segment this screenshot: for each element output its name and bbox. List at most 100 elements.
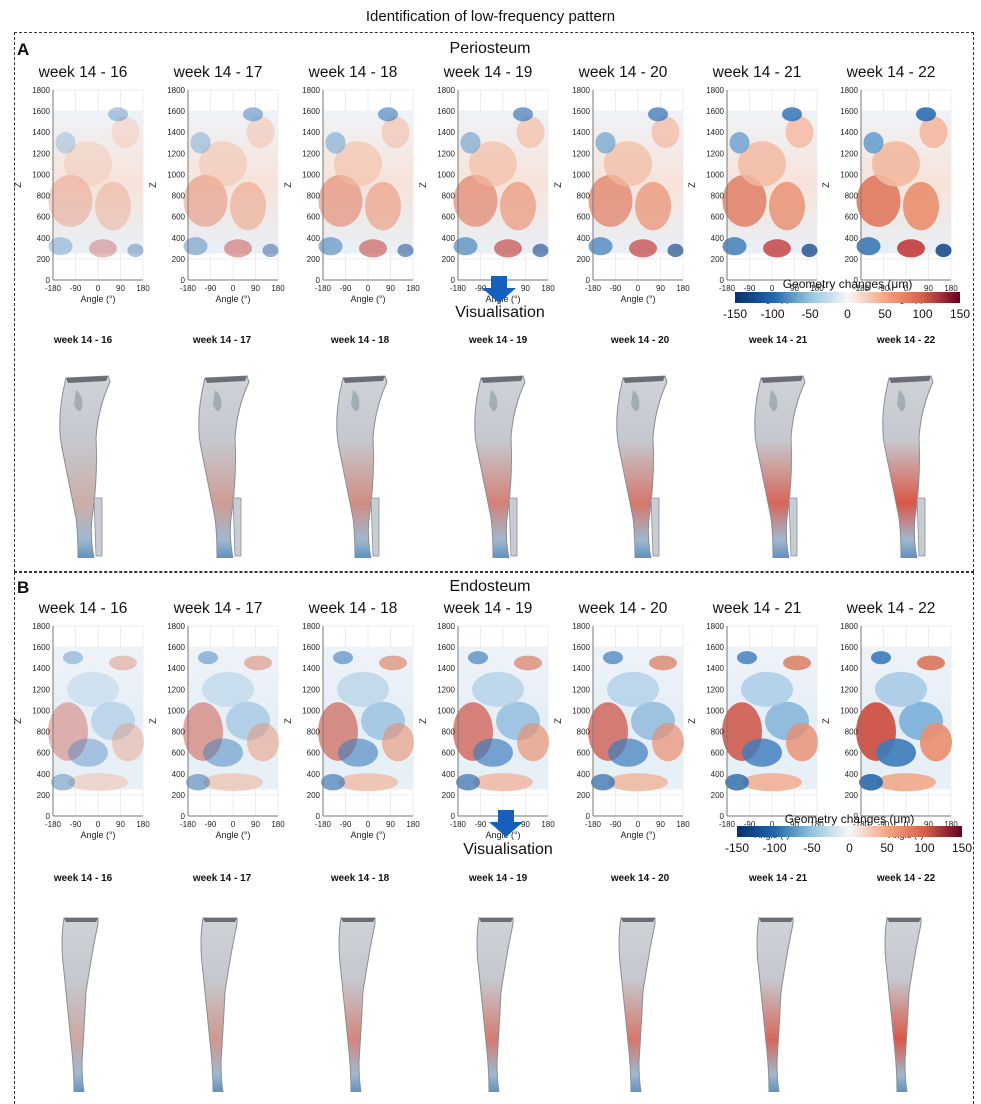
x-tick-label: 0 [636,820,641,829]
heatmap-panel: week 14 - 22 -180 -90 0 90 180 0 200 400 600 800 10… [821,600,961,850]
y-tick-label: 1600 [32,643,50,652]
bone-label: week 14 - 17 [192,873,252,884]
heatmap-blob [318,237,343,256]
x-tick-label: -90 [475,820,487,829]
y-tick-label: 0 [46,276,51,285]
heatmap-blob [473,738,513,767]
heatmap-panel: week 14 - 17 -180 -90 0 90 180 0 200 400 600 800 10… [148,64,288,314]
x-tick-label: 90 [924,820,933,829]
heatmap-blob [378,107,398,122]
heatmap-blob [588,237,613,256]
heatmap-panel: week 14 - 22 -180 -90 0 90 180 0 200 400 600 800 10… [821,64,961,314]
visualisation-label-a: Visualisation [455,304,545,321]
y-tick-label: 200 [442,255,456,264]
y-tick-label: 1200 [302,149,320,158]
y-tick-label: 400 [711,770,725,779]
heatmap-blob [55,132,76,154]
heatmap-field [188,111,278,254]
heatmap-blob [801,243,818,258]
heatmap-blob [183,237,208,256]
colorbar-tick-label: 0 [846,841,853,855]
bone-notch [631,390,640,412]
colorbar-tick-label: 150 [951,841,973,855]
y-tick-label: 400 [307,234,321,243]
y-tick-label: 600 [37,749,51,758]
y-tick-label: 1000 [706,706,724,715]
y-tick-label: 1200 [32,149,50,158]
heatmap-blob [607,671,659,707]
y-tick-label: 0 [181,276,186,285]
bone-shape [336,375,388,558]
heatmap-blob [742,773,802,792]
heatmap-title: week 14 - 21 [712,64,802,81]
y-tick-label: 1000 [32,706,50,715]
heatmap-blob [856,237,881,256]
visualisation-label-b: Visualisation [463,841,553,858]
x-tick-label: 180 [676,284,690,293]
heatmap-blob [247,722,279,762]
bone-cap [621,918,655,922]
bone-cap [343,376,385,383]
x-tick-label: -90 [744,284,756,293]
y-axis-label: Z [283,718,293,724]
y-tick-label: 1800 [32,622,50,631]
y-tick-label: 1400 [840,664,858,673]
y-tick-label: 1800 [32,86,50,95]
y-tick-label: 1800 [167,622,185,631]
heatmap-blob [859,774,883,791]
y-tick-label: 200 [307,791,321,800]
bone-cap [887,918,921,922]
heatmap-panel: week 14 - 20 -180 -90 0 90 180 0 200 400 600 800 10… [553,600,693,850]
bone-model [476,917,514,1092]
x-axis-label: Angle (°) [215,294,250,304]
x-tick-label: -180 [450,820,467,829]
x-tick-label: 0 [366,284,371,293]
heatmap-blob [782,107,802,122]
heatmap-blob [365,181,401,231]
y-tick-label: 800 [577,192,591,201]
y-tick-label: 1000 [167,170,185,179]
x-tick-label: -180 [315,820,332,829]
heatmap-blob [230,181,266,231]
y-tick-label: 0 [46,812,51,821]
y-tick-label: 1800 [167,86,185,95]
x-tick-label: 180 [406,820,420,829]
x-tick-label: 180 [944,284,958,293]
heatmap-blob [226,701,270,741]
bone-model [754,375,806,558]
x-tick-label: -180 [180,284,197,293]
heatmap-title: week 14 - 17 [173,600,263,617]
x-tick-label: 180 [271,284,285,293]
bone-shape [616,375,668,558]
heatmap-blob [897,239,925,258]
heatmap-blob [199,141,247,187]
heatmap-blob [648,107,668,122]
bone-notch [769,390,778,412]
heatmap-blob [397,243,414,258]
fibula-shape [93,497,103,557]
heatmap-blob [722,237,747,256]
colorbar-tick-label: 50 [880,841,894,855]
y-tick-label: 1000 [437,170,455,179]
heatmap-panel: week 14 - 17 -180 -90 0 90 180 0 200 400 600 800 10… [148,600,288,850]
colorbar-tick-label: 100 [912,307,933,321]
bone-label: week 14 - 21 [748,335,808,346]
heatmap-blob [473,773,533,792]
heatmap-blob [722,174,767,227]
x-tick-label: 90 [386,284,395,293]
x-tick-label: 180 [944,820,958,829]
y-tick-label: 800 [845,192,859,201]
bone-cap [203,918,237,922]
heatmap-field [53,647,143,790]
heatmap-blob [652,722,684,762]
y-tick-label: 1400 [32,128,50,137]
colorbar-tick-label: -50 [803,841,821,855]
fibula-shape [916,497,926,557]
bone-label: week 14 - 16 [53,873,113,884]
heatmap-blob [863,132,884,154]
x-axis-label: Angle (°) [350,294,385,304]
y-tick-label: 1200 [437,149,455,158]
